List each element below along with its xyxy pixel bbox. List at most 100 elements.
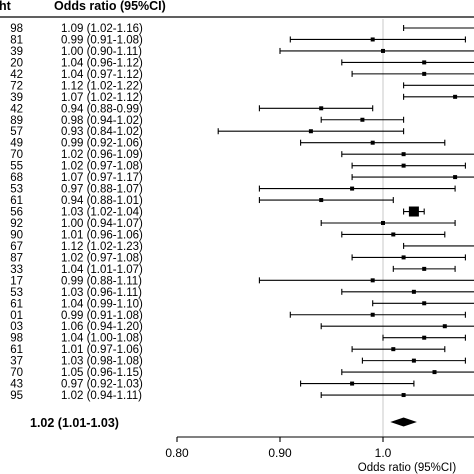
study-odds-ratio-text: 1.04 (0.96-1.12)	[61, 57, 143, 69]
study-weight: 37	[10, 356, 23, 368]
study-row: 70 1.02 (0.96-1.09)	[10, 149, 474, 161]
study-row: 87 1.02 (0.97-1.08)	[10, 252, 466, 264]
study-odds-ratio-text: 1.03 (0.96-1.11)	[61, 287, 142, 299]
pooled-row: 1.02 (1.01-1.03)	[30, 416, 417, 430]
study-row: 98 1.09 (1.02-1.16)	[10, 23, 474, 35]
point-estimate	[319, 106, 324, 111]
study-odds-ratio-text: 1.02 (0.97-1.08)	[61, 161, 143, 173]
x-axis-title: Odds ratio (95%CI)	[358, 462, 457, 474]
point-estimate	[391, 232, 396, 237]
study-weight: 03	[10, 321, 23, 333]
study-weight: 43	[10, 379, 23, 391]
study-odds-ratio-text: 1.06 (0.94-1.20)	[61, 321, 143, 333]
study-row: 03 1.06 (0.94-1.20)	[10, 321, 474, 333]
study-weight: 70	[10, 149, 23, 161]
study-odds-ratio-text: 0.97 (0.88-1.07)	[61, 184, 143, 196]
study-weight: 98	[10, 333, 23, 345]
point-estimate	[442, 324, 447, 329]
point-estimate	[391, 347, 396, 352]
point-estimate	[401, 393, 406, 398]
study-weight: 17	[10, 275, 23, 287]
study-weight: 39	[10, 92, 23, 104]
point-estimate	[411, 289, 416, 294]
study-row: 55 1.02 (0.97-1.08)	[10, 161, 466, 173]
study-row: 72 1.12 (1.02-1.22)	[10, 80, 474, 92]
point-estimate	[401, 255, 406, 260]
point-estimate	[350, 186, 355, 191]
study-row: 37 1.03 (0.98-1.08)	[10, 356, 466, 368]
odds-ratio-column-header: Odds ratio (95%CI)	[54, 0, 166, 13]
study-weight: 89	[10, 115, 23, 127]
study-odds-ratio-text: 1.01 (0.96-1.06)	[61, 229, 143, 241]
study-weight: 98	[10, 23, 23, 35]
study-weight: 95	[10, 390, 23, 402]
study-weight: 53	[10, 184, 23, 196]
study-weight: 72	[10, 80, 23, 92]
study-row: 61 0.94 (0.88-1.01)	[10, 195, 394, 207]
study-odds-ratio-text: 1.03 (0.98-1.08)	[61, 356, 143, 368]
study-row: 43 0.97 (0.92-1.03)	[10, 379, 415, 391]
point-estimate	[432, 370, 437, 375]
pooled-estimate-text: 1.02 (1.01-1.03)	[30, 416, 119, 430]
study-odds-ratio-text: 1.00 (0.94-1.07)	[61, 218, 143, 230]
study-weight: 61	[10, 344, 23, 356]
study-rows: 98 1.09 (1.02-1.16) 81 0.99 (0.91-1.08) 39 1.…	[10, 23, 474, 402]
point-estimate	[422, 71, 427, 76]
point-estimate	[370, 312, 375, 317]
x-tick-label: 0.80	[165, 446, 189, 460]
study-row: 53 1.03 (0.96-1.11)	[10, 287, 474, 299]
point-estimate	[370, 140, 375, 145]
point-estimate	[370, 278, 375, 283]
study-weight: 70	[10, 367, 23, 379]
study-odds-ratio-text: 1.03 (1.02-1.04)	[61, 207, 143, 219]
study-odds-ratio-text: 1.07 (0.97-1.17)	[61, 172, 143, 184]
study-odds-ratio-text: 0.93 (0.84-1.02)	[61, 126, 143, 138]
x-axis: 0.800.901.01.	[165, 436, 474, 460]
point-estimate	[319, 198, 324, 203]
study-odds-ratio-text: 1.05 (0.96-1.15)	[61, 367, 143, 379]
study-odds-ratio-text: 1.00 (0.90-1.11)	[61, 46, 142, 58]
study-weight: 42	[10, 103, 23, 115]
study-weight: 56	[10, 207, 23, 219]
study-odds-ratio-text: 1.02 (0.96-1.09)	[61, 149, 143, 161]
study-odds-ratio-text: 1.04 (1.00-1.08)	[61, 333, 143, 345]
point-estimate	[411, 358, 416, 363]
point-estimate	[422, 301, 427, 306]
point-estimate	[308, 129, 313, 134]
study-odds-ratio-text: 0.99 (0.91-1.08)	[61, 310, 143, 322]
weight-column-header: ht	[0, 0, 12, 13]
study-row: 20 1.04 (0.96-1.12)	[10, 57, 474, 69]
study-odds-ratio-text: 0.94 (0.88-1.01)	[61, 195, 143, 207]
study-odds-ratio-text: 1.04 (1.01-1.07)	[61, 264, 143, 276]
study-row: 53 0.97 (0.88-1.07)	[10, 184, 456, 196]
study-odds-ratio-text: 1.04 (0.97-1.12)	[61, 69, 143, 81]
study-row: 90 1.01 (0.96-1.06)	[10, 229, 446, 241]
point-estimate	[381, 220, 385, 225]
point-estimate	[422, 335, 427, 340]
point-estimate	[453, 175, 458, 180]
study-weight: 20	[10, 57, 23, 69]
study-row: 39 1.07 (1.02-1.12)	[10, 92, 474, 104]
study-row: 42 1.04 (0.97-1.12)	[10, 69, 474, 81]
study-odds-ratio-text: 0.98 (0.94-1.02)	[61, 115, 143, 127]
study-weight: 61	[10, 195, 23, 207]
study-odds-ratio-text: 1.09 (1.02-1.16)	[61, 23, 143, 35]
study-row: 33 1.04 (1.01-1.07)	[10, 264, 456, 276]
study-odds-ratio-text: 1.12 (1.02-1.22)	[61, 80, 143, 92]
study-weight: 68	[10, 172, 23, 184]
study-row: 56 1.03 (1.02-1.04)	[10, 206, 425, 219]
study-row: 17 0.99 (0.88-1.11)	[10, 275, 474, 287]
pooled-diamond	[390, 417, 417, 427]
study-weight: 33	[10, 264, 23, 276]
study-weight: 39	[10, 46, 23, 58]
study-row: 68 1.07 (0.97-1.17)	[10, 172, 474, 184]
study-odds-ratio-text: 0.99 (0.88-1.11)	[61, 275, 142, 287]
point-estimate	[401, 152, 406, 157]
point-estimate	[350, 381, 355, 386]
point-estimate	[370, 37, 375, 42]
study-weight: 67	[10, 241, 23, 253]
point-estimate	[360, 117, 365, 122]
study-row: 92 1.00 (0.94-1.07)	[10, 218, 456, 230]
study-row: 95 1.02 (0.94-1.11)	[10, 390, 474, 402]
